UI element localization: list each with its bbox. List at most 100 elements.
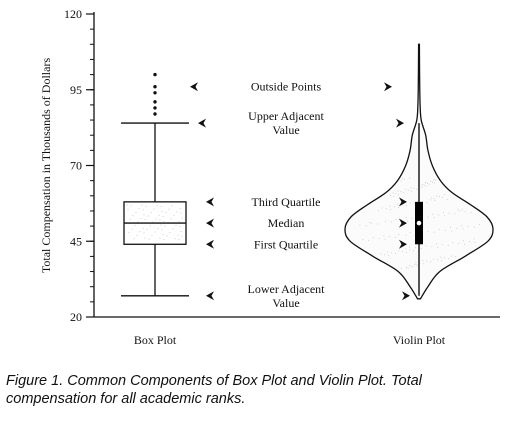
violin-stipple <box>427 216 429 218</box>
violin-stipple <box>448 258 450 260</box>
violin-stipple <box>434 200 436 202</box>
violin-stipple <box>454 213 456 215</box>
box-stipple <box>174 238 176 240</box>
y-tick-label: 70 <box>70 159 82 173</box>
violin-stipple <box>426 201 428 203</box>
violin-stipple <box>438 214 440 216</box>
violin-stipple <box>443 194 445 196</box>
violin-stipple <box>459 210 461 212</box>
violin-stipple <box>383 235 385 237</box>
annotation: Third Quartile <box>252 195 321 209</box>
outlier-point <box>153 112 157 116</box>
violin-stipple <box>423 263 425 265</box>
violin-stipple <box>368 239 370 241</box>
violin-stipple <box>474 241 476 243</box>
violin-stipple <box>398 193 400 195</box>
box-stipple <box>140 217 142 219</box>
violin-stipple <box>405 266 407 268</box>
violin-stipple <box>429 199 431 201</box>
violin-stipple <box>388 255 390 257</box>
box-stipple <box>155 218 157 220</box>
box-stipple <box>179 207 181 209</box>
box-stipple <box>139 231 141 233</box>
violin-stipple <box>403 191 405 193</box>
annotation-label: Third Quartile <box>252 195 321 209</box>
box-stipple <box>168 208 170 210</box>
violin-stipple <box>362 239 364 241</box>
violin-stipple <box>436 195 438 197</box>
box-stipple <box>176 211 178 213</box>
violin-stipple <box>392 192 394 194</box>
violin-stipple <box>402 177 404 179</box>
violin-stipple <box>437 246 439 248</box>
box-stipple <box>137 221 139 223</box>
violin-stipple <box>435 179 437 181</box>
box-stipple <box>179 225 181 227</box>
box-stipple <box>163 238 165 240</box>
violin-stipple <box>359 224 361 226</box>
box-stipple <box>180 231 182 232</box>
violin-stipple <box>409 246 411 248</box>
violin-stipple <box>421 184 423 186</box>
box-stipple <box>169 231 171 233</box>
violin-stipple <box>395 236 397 238</box>
violin-stipple <box>449 227 451 229</box>
box-stipple <box>157 228 159 230</box>
outlier-point <box>153 85 157 89</box>
violin-stipple <box>411 217 413 219</box>
box-stipple <box>173 214 175 216</box>
violin-stipple <box>376 223 378 225</box>
violin-stipple <box>425 245 427 247</box>
annotation: Median <box>268 216 305 230</box>
box-stipple <box>162 215 164 217</box>
right-arrow-icon <box>402 291 410 301</box>
violin-stipple <box>409 249 411 251</box>
box-stipple <box>161 229 163 231</box>
box-stipple <box>132 215 134 217</box>
violin-stipple <box>384 238 386 240</box>
violin-stipple <box>390 194 392 196</box>
left-arrow-icon <box>206 218 214 228</box>
violin-stipple <box>433 217 435 219</box>
violin-stipple <box>426 182 428 184</box>
box-stipple <box>149 225 151 227</box>
right-arrow-icon <box>384 82 392 92</box>
violin-stipple <box>431 246 433 248</box>
violin-stipple <box>415 261 417 263</box>
y-axis-label: Total Compensation in Thousands of Dolla… <box>39 58 53 274</box>
violin-stipple <box>410 187 412 189</box>
box-stipple <box>133 238 135 240</box>
violin-stipple <box>412 266 414 268</box>
violin-stipple <box>398 207 400 209</box>
box-stipple <box>170 218 172 220</box>
x-category-label: Violin Plot <box>393 333 446 347</box>
violin-stipple <box>438 228 440 230</box>
outlier-point <box>153 100 157 104</box>
box-stipple <box>145 205 147 207</box>
box-stipple <box>142 209 144 211</box>
violin-stipple <box>440 256 442 258</box>
left-arrow-icon <box>198 118 206 128</box>
annotation-label: Median <box>268 216 305 230</box>
violin-stipple <box>409 202 411 204</box>
box-stipple <box>159 237 161 239</box>
violin-stipple <box>406 251 408 253</box>
violin-stipple <box>444 229 446 231</box>
violin-stipple <box>452 242 454 244</box>
violin-stipple <box>451 230 453 232</box>
violin-stipple <box>467 225 469 227</box>
box-stipple <box>171 205 173 207</box>
violin-stipple <box>413 187 415 189</box>
box-stipple <box>159 219 161 221</box>
box-stipple <box>131 228 133 230</box>
box-stipple <box>138 208 140 210</box>
violin-stipple <box>385 208 387 210</box>
box-stipple <box>151 235 153 237</box>
violin-stipple <box>405 189 407 191</box>
violin-stipple <box>461 225 463 227</box>
violin-stipple <box>420 248 422 250</box>
violin-stipple <box>378 237 380 239</box>
violin-stipple <box>427 230 429 232</box>
